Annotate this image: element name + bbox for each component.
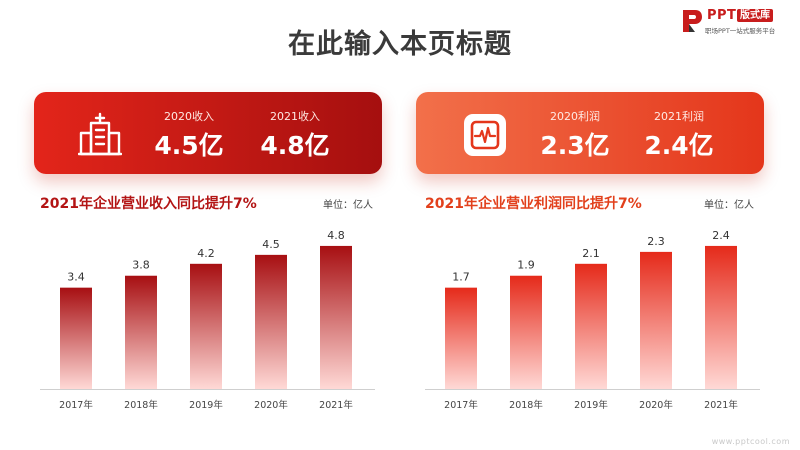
data-label: 2.4 bbox=[712, 229, 730, 242]
bar-2020年 bbox=[640, 251, 672, 389]
x-tick-label: 2018年 bbox=[124, 399, 158, 411]
data-label: 2.1 bbox=[582, 247, 600, 260]
bar-2017年 bbox=[60, 287, 92, 389]
data-label: 3.8 bbox=[132, 259, 150, 272]
office-building-icon bbox=[78, 112, 122, 156]
profit-chart-svg: 1.7 2017年 1.9 2018年 2.1 2019年 2.3 2020年 2.4 2021年 bbox=[425, 229, 760, 411]
kpi-2020-profit: 2020利润 2.3亿 bbox=[530, 108, 620, 162]
x-tick-label: 2017年 bbox=[59, 399, 93, 411]
x-tick-label: 2021年 bbox=[704, 399, 738, 411]
bar-2018年 bbox=[510, 275, 542, 389]
profit-card: 2020利润 2.3亿 2021利润 2.4亿 bbox=[416, 92, 764, 174]
bar-2021年 bbox=[320, 245, 352, 389]
kpi-value: 4.5亿 bbox=[154, 131, 224, 160]
kpi-2021-revenue: 2021收入 4.8亿 bbox=[250, 108, 340, 162]
x-tick-label: 2017年 bbox=[444, 399, 478, 411]
x-tick-label: 2019年 bbox=[574, 399, 608, 411]
data-label: 4.2 bbox=[197, 247, 215, 260]
bar-2017年 bbox=[445, 287, 477, 389]
kpi-2021-profit: 2021利润 2.4亿 bbox=[634, 108, 724, 162]
revenue-card: 2020收入 4.5亿 2021收入 4.8亿 bbox=[34, 92, 382, 174]
bar-2021年 bbox=[705, 245, 737, 389]
kpi-label: 2021利润 bbox=[654, 110, 704, 123]
logo-badge: 版式库 bbox=[737, 9, 773, 22]
kpi-value: 2.4亿 bbox=[644, 131, 714, 160]
profit-bar-chart: 1.7 2017年 1.9 2018年 2.1 2019年 2.3 2020年 2.4 2021年 bbox=[425, 228, 765, 418]
profit-chart-title: 2021年企业营业利润同比提升7% bbox=[425, 196, 642, 212]
logo-p-icon bbox=[683, 10, 702, 32]
logo-tagline: 职场PPT一站式服务平台 bbox=[705, 27, 776, 35]
revenue-chart-unit: 单位：亿人 bbox=[323, 200, 373, 211]
bar-2020年 bbox=[255, 254, 287, 389]
kpi-2020-revenue: 2020收入 4.5亿 bbox=[144, 108, 234, 162]
x-tick-label: 2021年 bbox=[319, 399, 353, 411]
data-label: 3.4 bbox=[67, 271, 85, 284]
data-label: 2.3 bbox=[647, 235, 665, 248]
x-tick-label: 2019年 bbox=[189, 399, 223, 411]
footer-url: www.pptcool.com bbox=[711, 437, 790, 446]
x-tick-label: 2020年 bbox=[254, 399, 288, 411]
pulse-monitor-icon bbox=[464, 114, 506, 156]
page-title: 在此输入本页标题 bbox=[288, 29, 512, 60]
data-label: 4.5 bbox=[262, 238, 280, 251]
data-label: 1.9 bbox=[517, 259, 535, 272]
kpi-label: 2020利润 bbox=[550, 110, 600, 123]
x-tick-label: 2018年 bbox=[509, 399, 543, 411]
kpi-label: 2021收入 bbox=[270, 110, 320, 123]
x-tick-label: 2020年 bbox=[639, 399, 673, 411]
bar-2019年 bbox=[190, 263, 222, 389]
data-label: 4.8 bbox=[327, 229, 345, 242]
kpi-value: 2.3亿 bbox=[540, 131, 610, 160]
data-label: 1.7 bbox=[452, 271, 470, 284]
kpi-value: 4.8亿 bbox=[260, 131, 330, 160]
revenue-chart-title: 2021年企业营业收入同比提升7% bbox=[40, 196, 257, 212]
revenue-chart-svg: 3.4 2017年 3.8 2018年 4.2 2019年 4.5 2020年 4.8 2021年 bbox=[40, 229, 375, 411]
bar-2018年 bbox=[125, 275, 157, 389]
brand-logo[interactable]: PPT 版式库 职场PPT一站式服务平台 bbox=[681, 8, 793, 38]
kpi-label: 2020收入 bbox=[164, 110, 214, 123]
profit-chart-unit: 单位：亿人 bbox=[704, 200, 754, 211]
revenue-bar-chart: 3.4 2017年 3.8 2018年 4.2 2019年 4.5 2020年 4.8 2021年 bbox=[40, 228, 380, 418]
logo-text: PPT bbox=[707, 8, 737, 23]
bar-2019年 bbox=[575, 263, 607, 389]
